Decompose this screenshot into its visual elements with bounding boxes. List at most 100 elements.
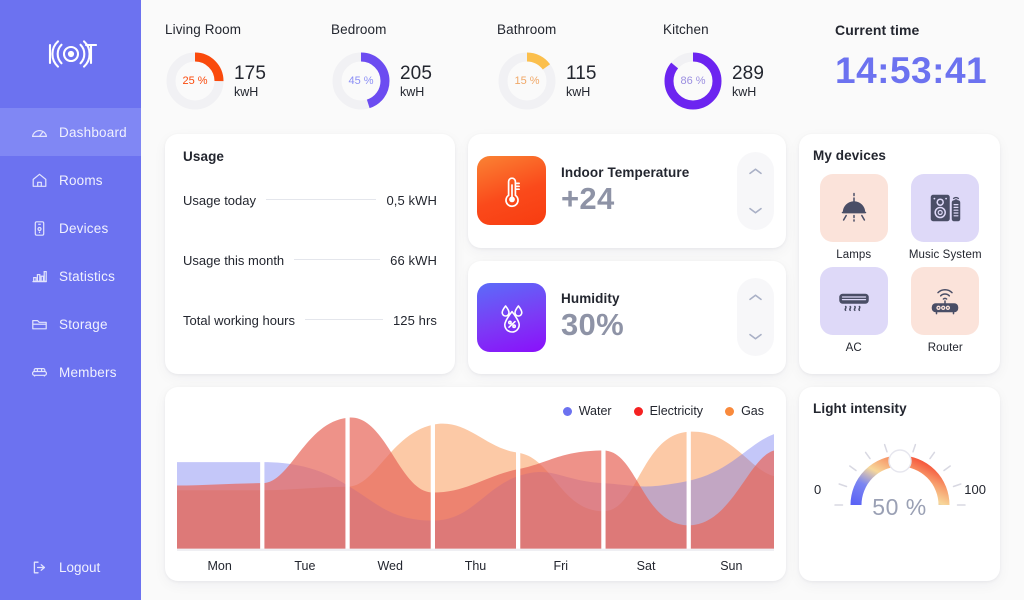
sensor-name: Humidity (561, 291, 620, 307)
x-tick-label: Wed (377, 559, 403, 573)
temperature-decrease-button[interactable] (737, 191, 774, 230)
light-gauge-body: 0 (813, 418, 986, 567)
room-name: Living Room (165, 22, 242, 37)
usage-value: 66 kWH (390, 252, 437, 268)
my-devices-card: My devices (799, 134, 1000, 374)
sidebar-item-rooms[interactable]: Rooms (0, 156, 141, 204)
legend-item-electricity[interactable]: Electricity (633, 404, 703, 418)
room-percent-label: 25 % (182, 75, 208, 87)
leader-line (294, 258, 381, 260)
sidebar-item-devices[interactable]: Devices (0, 204, 141, 252)
gauge-knob (887, 448, 912, 473)
device-icon (31, 220, 48, 237)
gauge-min-label: 0 (814, 482, 822, 497)
room-value: 115 (566, 63, 597, 85)
sidebar-item-label: Dashboard (59, 124, 127, 140)
room-value: 205 (400, 63, 433, 85)
usage-label: Usage today (183, 192, 256, 208)
room-percent-label: 45 % (348, 75, 374, 87)
sensor-value: +24 (561, 180, 615, 216)
legend-item-water[interactable]: Water (562, 404, 612, 418)
logout-button[interactable]: Logout (0, 543, 141, 591)
room-stat-living-room[interactable]: Living Room 25 % 175 kwH (165, 22, 331, 111)
room-name: Bathroom (497, 22, 557, 37)
room-stat-bathroom[interactable]: Bathroom 15 % 115 kwH (497, 22, 663, 111)
usage-value: 125 hrs (392, 312, 437, 328)
usage-value: 0,5 kWH (386, 192, 437, 208)
sidebar-item-statistics[interactable]: Statistics (0, 252, 141, 300)
legend-dot (725, 406, 735, 416)
speaker-icon (911, 174, 980, 242)
humidity-decrease-button[interactable] (737, 317, 774, 356)
chart-svg (177, 399, 774, 551)
sidebar-item-label: Rooms (59, 172, 103, 188)
light-gauge[interactable]: 50 % (833, 438, 966, 548)
room-name: Kitchen (663, 22, 709, 37)
humidity-increase-button[interactable] (737, 278, 774, 317)
leader-line (266, 198, 377, 200)
temperature-stepper[interactable] (737, 151, 774, 230)
room-unit: kwH (400, 84, 425, 99)
usage-row: Usage today 0,5 kWH (183, 193, 437, 208)
device-router[interactable]: Router (905, 267, 987, 354)
room-unit: kwH (234, 84, 259, 99)
sensor-column: Indoor Temperature +24 (468, 134, 786, 374)
air-conditioner-icon (819, 267, 888, 335)
temperature-increase-button[interactable] (737, 152, 774, 191)
usage-list: Usage today 0,5 kWH Usage this month 66 … (183, 164, 437, 364)
sofa-icon (31, 364, 48, 381)
room-stat-bedroom[interactable]: Bedroom 45 % 205 kwH (331, 22, 497, 111)
room-name: Bedroom (331, 22, 387, 37)
legend-dot (562, 406, 572, 416)
sidebar-item-label: Members (59, 364, 117, 380)
x-tick-label: Fri (553, 559, 569, 573)
humidity-stepper[interactable] (737, 278, 774, 357)
sidebar-nav: Dashboard Rooms (0, 108, 141, 396)
bottom-row: Water Electricity Gas (165, 387, 1000, 581)
light-intensity-value: 50 % (872, 493, 927, 520)
sidebar-item-storage[interactable]: Storage (0, 300, 141, 348)
device-lamps[interactable]: Lamps (813, 174, 895, 261)
lamp-icon (819, 174, 888, 242)
room-stats-row: Living Room 25 % 175 kwH (165, 0, 1000, 134)
sidebar-item-label: Statistics (59, 268, 116, 284)
humidity-card: Humidity 30% (468, 260, 786, 374)
legend-label: Gas (741, 404, 764, 418)
chart-gridlines (260, 399, 691, 551)
device-label: Router (927, 342, 963, 354)
usage-label: Total working hours (183, 312, 295, 328)
home-icon (31, 172, 48, 189)
room-percent-label: 15 % (514, 75, 540, 87)
chart-plot-area (177, 399, 774, 551)
device-music-system[interactable]: Music System (905, 174, 987, 261)
sidebar-item-dashboard[interactable]: Dashboard (0, 108, 141, 156)
indoor-temperature-card: Indoor Temperature +24 (468, 134, 786, 248)
light-intensity-card: Light intensity 0 (799, 387, 1000, 581)
logout-label: Logout (59, 559, 101, 575)
light-intensity-title: Light intensity (813, 401, 907, 416)
x-tick-label: Tue (294, 559, 316, 573)
consumption-chart-card: Water Electricity Gas (165, 387, 786, 581)
logout-icon (31, 559, 48, 576)
my-devices-title: My devices (813, 148, 887, 163)
room-stat-kitchen[interactable]: Kitchen 86 % 289 kwH (663, 22, 829, 111)
room-value: 289 (732, 63, 765, 85)
usage-card: Usage Usage today 0,5 kWH Usage this mon… (165, 134, 455, 374)
devices-grid: Lamps (813, 174, 986, 354)
room-unit: kwH (566, 84, 591, 99)
room-donut-gauge: 15 % (497, 51, 557, 111)
usage-row: Total working hours 125 hrs (183, 313, 437, 328)
sidebar-spacer (0, 396, 141, 543)
chart-legend: Water Electricity Gas (562, 404, 764, 418)
usage-row: Usage this month 66 kWH (183, 253, 437, 268)
sidebar: Dashboard Rooms (0, 0, 141, 600)
chart-x-axis: Mon Tue Wed Thu Fri Sat Sun (177, 551, 774, 581)
legend-item-gas[interactable]: Gas (725, 404, 764, 418)
sidebar-item-members[interactable]: Members (0, 348, 141, 396)
device-ac[interactable]: AC (813, 267, 895, 354)
device-label: Music System (908, 249, 982, 261)
x-tick-label: Sat (636, 559, 656, 573)
gauge-ticks (833, 443, 966, 506)
dashboard-icon (31, 124, 48, 141)
